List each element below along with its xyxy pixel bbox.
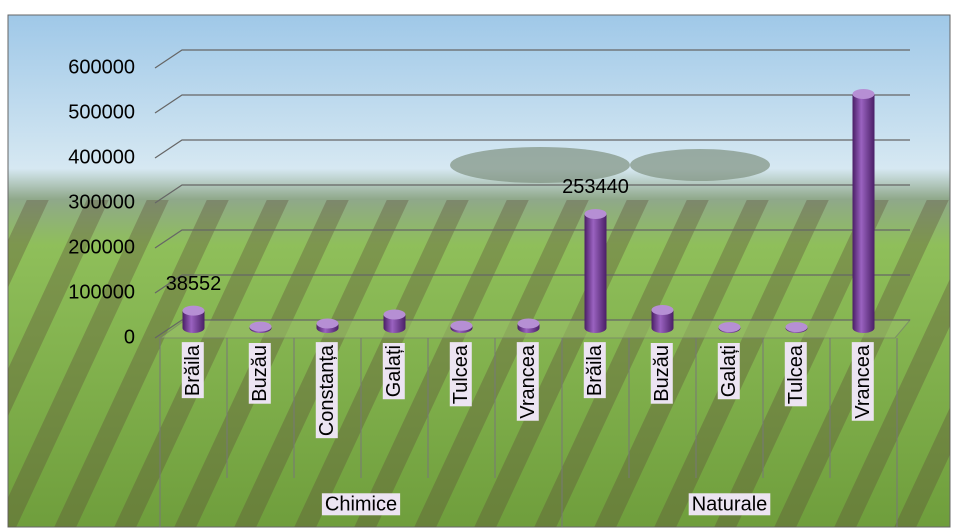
bar-top: [383, 309, 406, 320]
trees: [450, 147, 630, 183]
bar-top: [249, 321, 272, 332]
bar-top: [785, 322, 808, 333]
x-tick-label-bg: [181, 342, 204, 399]
x-tick-label-bg: [315, 342, 338, 439]
y-tick-label: 0: [124, 326, 135, 348]
x-tick-label-bg: [449, 342, 472, 407]
x-tick-label: Galați: [718, 345, 740, 397]
bar: [718, 322, 741, 333]
group-label: Chimice: [325, 493, 397, 515]
bar-top: [182, 305, 205, 316]
x-tick-label: Buzău: [249, 345, 271, 402]
x-tick-label-bg: [717, 343, 740, 400]
x-tick-label: Tulcea: [785, 344, 807, 404]
x-tick-label-bg: [516, 342, 539, 421]
y-tick-label: 300000: [68, 191, 135, 213]
group-label-bg: [688, 493, 771, 516]
bar-body: [651, 310, 674, 333]
x-tick-label: Vrancea: [517, 344, 539, 419]
y-tick-label: 100000: [68, 281, 135, 303]
y-tick-label: 200000: [68, 236, 135, 258]
x-tick-label-bg: [248, 343, 271, 404]
bar-body: [383, 314, 406, 333]
bar: [182, 305, 205, 333]
x-tick-label-bg: [382, 343, 405, 400]
bar-top: [450, 320, 473, 331]
bar: [249, 321, 272, 333]
x-tick-label: Constanța: [316, 344, 338, 436]
bar-body: [182, 310, 205, 333]
bar: [450, 320, 473, 333]
bar-top: [852, 89, 875, 99]
x-tick-label: Buzău: [651, 345, 673, 402]
bar-top: [718, 322, 741, 333]
x-tick-label: Vrancea: [852, 344, 874, 419]
x-tick-label-bg: [784, 342, 807, 407]
x-tick-label: Tulcea: [450, 344, 472, 404]
y-tick-label: 600000: [68, 56, 135, 78]
bar: [584, 208, 607, 333]
bar: [785, 322, 808, 333]
bar-top: [316, 318, 339, 329]
bar: [852, 89, 875, 333]
bar-body: [852, 94, 875, 333]
x-tick-label-bg: [583, 342, 606, 399]
group-label: Naturale: [692, 493, 768, 515]
grid-line: [154, 94, 910, 114]
bar: [383, 309, 406, 333]
group-label-bg: [321, 493, 401, 516]
grid-line: [154, 49, 910, 69]
bar-top: [651, 305, 674, 315]
grid-line: [154, 229, 910, 249]
y-tick-label: 400000: [68, 146, 135, 168]
bar-top: [517, 318, 540, 329]
grid-line: [154, 139, 910, 159]
field-rows: [8, 200, 950, 527]
x-tick-label: Brăila: [584, 344, 606, 396]
x-tick-label: Galați: [383, 345, 405, 397]
trees: [630, 149, 770, 181]
grid-line: [154, 184, 910, 204]
x-tick-label: Brăila: [182, 344, 204, 396]
y-tick-label: 500000: [68, 101, 135, 123]
grid-line: [154, 274, 910, 294]
x-tick-label-bg: [851, 342, 874, 421]
data-label: 253440: [562, 176, 629, 198]
bar: [316, 318, 339, 333]
bar: [651, 305, 674, 333]
x-tick-label-bg: [650, 343, 673, 404]
bar-body: [584, 213, 607, 333]
bar: [517, 318, 540, 333]
data-label: 38552: [166, 273, 222, 295]
bar-top: [584, 208, 607, 219]
